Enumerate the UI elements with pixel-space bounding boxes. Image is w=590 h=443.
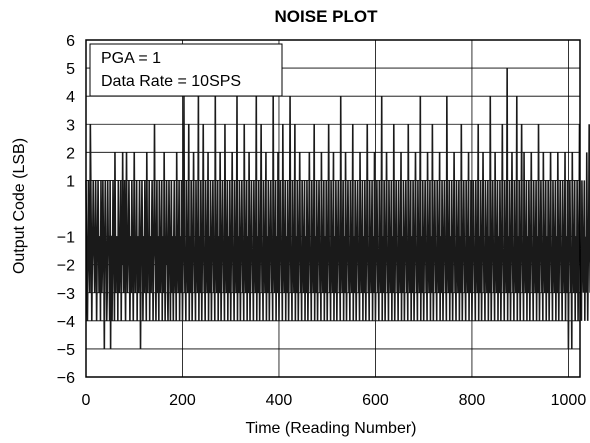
y-tick-label: −5 (57, 342, 75, 359)
y-tick-label: −4 (57, 314, 75, 331)
y-tick-label: −3 (57, 286, 75, 303)
x-axis-label: Time (Reading Number) (245, 420, 416, 437)
y-tick-labels: 6 5 4 3 2 1 −1 −2 −3 −4 −5 −6 (57, 33, 75, 387)
y-tick-label: 1 (66, 173, 75, 190)
y-tick-label: 6 (66, 33, 75, 50)
y-tick-label: −1 (57, 230, 75, 247)
y-tick-label: −2 (57, 258, 75, 275)
x-tick-labels: 0 200 400 600 800 1000 (82, 392, 587, 409)
x-tick-label: 400 (266, 392, 293, 409)
x-tick-label: 0 (82, 392, 91, 409)
x-tick-label: 1000 (551, 392, 587, 409)
chart-title: NOISE PLOT (275, 7, 379, 26)
series-layer (85, 68, 590, 349)
x-tick-label: 200 (169, 392, 196, 409)
plot-frame (85, 39, 581, 378)
y-tick-label: 4 (66, 89, 75, 106)
x-tick-label: 800 (459, 392, 486, 409)
y-axis-label: Output Code (LSB) (11, 138, 28, 274)
annotation-pga: PGA = 1 (101, 50, 161, 67)
y-tick-label: 2 (66, 145, 75, 162)
y-tick-label: −6 (57, 370, 75, 387)
annotation-data-rate: Data Rate = 10SPS (101, 73, 241, 90)
y-tick-label: 5 (66, 61, 75, 78)
x-tick-label: 600 (362, 392, 389, 409)
y-tick-label: 3 (66, 117, 75, 134)
noise-series-line (85, 68, 590, 349)
annotation-box (89, 43, 283, 97)
